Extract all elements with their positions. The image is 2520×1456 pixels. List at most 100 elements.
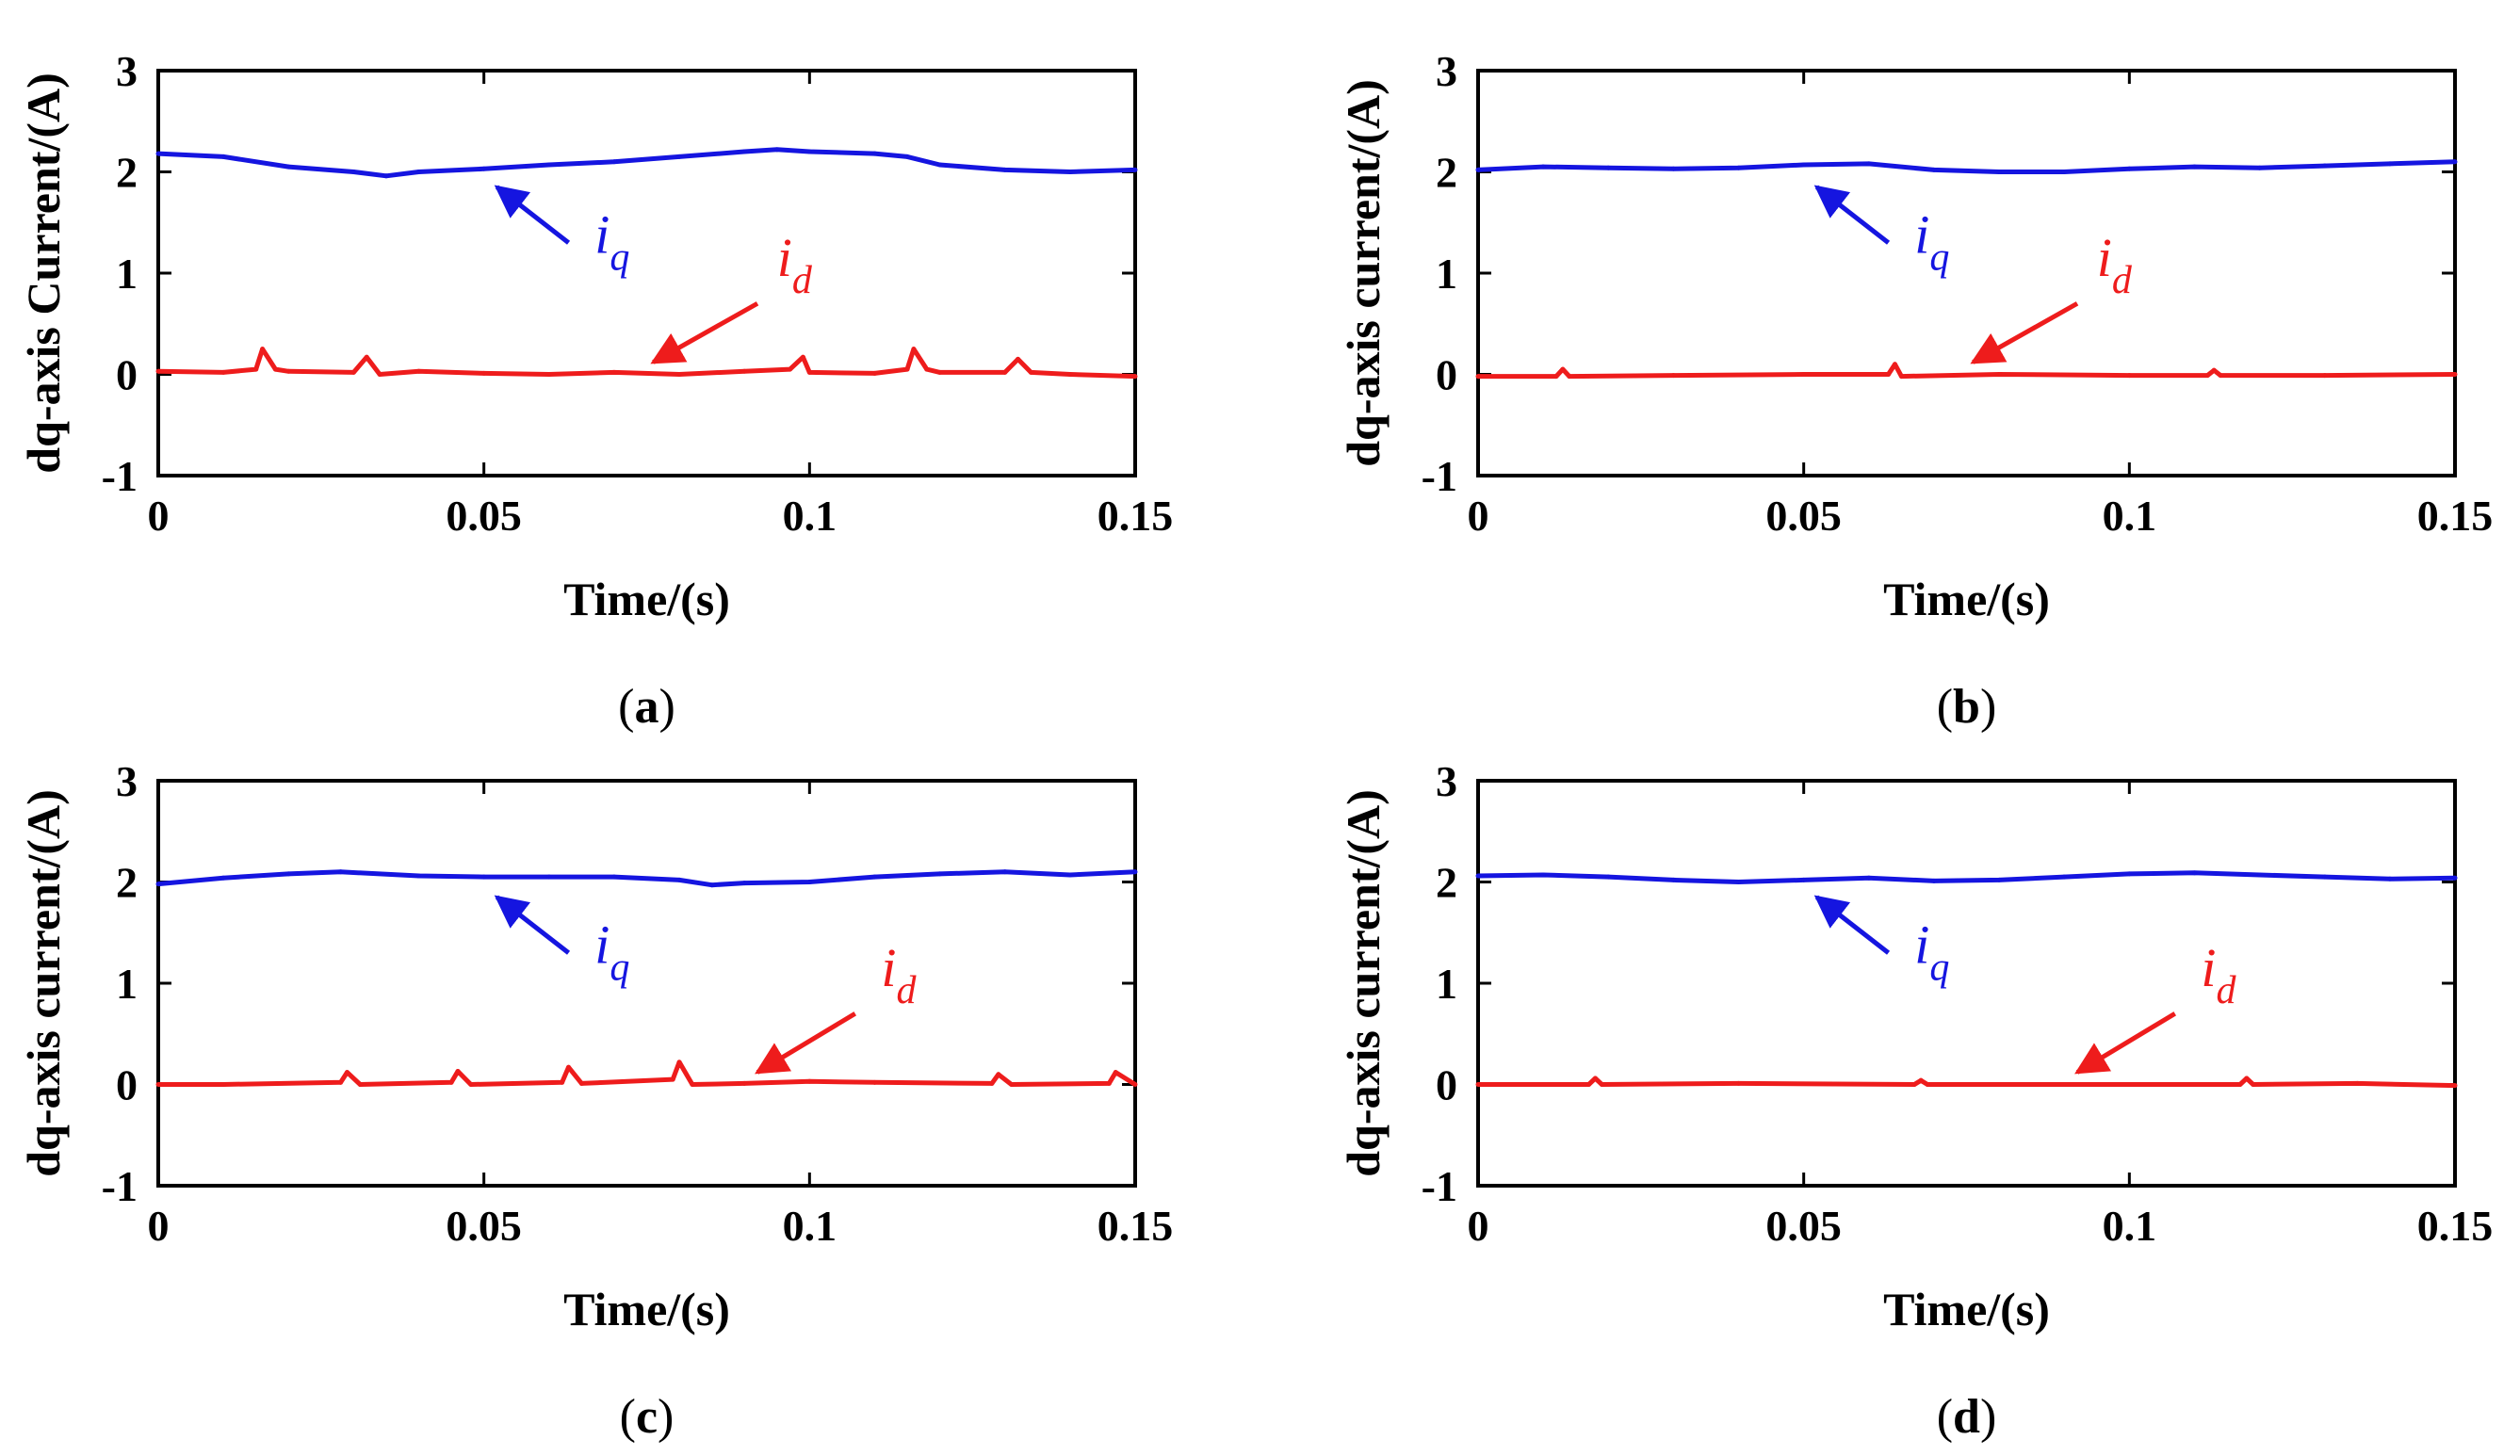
data-point-id xyxy=(377,372,382,377)
data-point-id xyxy=(1567,374,1572,380)
data-point-id xyxy=(1801,372,1807,377)
data-point-iq xyxy=(481,166,487,171)
data-point-id xyxy=(155,368,161,374)
data-point-id xyxy=(1918,1077,1924,1083)
data-point-iq xyxy=(2387,876,2393,882)
data-point-id xyxy=(611,369,617,375)
iq-arrow xyxy=(1813,895,1891,955)
data-point-iq xyxy=(2191,164,2197,170)
axes-frame xyxy=(1476,779,2457,1188)
id-annotation-main: i xyxy=(777,227,792,288)
data-point-id xyxy=(1067,372,1073,377)
y-axis-label: dq-axis current/(A) xyxy=(1337,79,1390,467)
data-point-id xyxy=(1892,362,1897,367)
data-point-iq xyxy=(741,149,747,154)
id-arrow xyxy=(1970,301,2079,364)
data-point-iq xyxy=(220,154,226,159)
x-tick-label: 0.15 xyxy=(2417,1202,2494,1250)
data-point-iq xyxy=(611,159,617,165)
iq-annotation-main: i xyxy=(1914,204,1929,266)
data-point-iq xyxy=(2257,165,2263,170)
id-annotation: id xyxy=(881,937,917,1012)
x-tick-label: 0.1 xyxy=(2103,492,2157,540)
data-point-id xyxy=(1553,374,1559,380)
data-point-iq xyxy=(155,882,161,887)
data-point-id xyxy=(2211,367,2217,373)
data-point-iq xyxy=(2061,170,2067,174)
y-tick-label: 1 xyxy=(116,960,138,1008)
series-line-iq xyxy=(1477,159,2456,174)
data-point-iq xyxy=(2257,872,2263,878)
data-point-id xyxy=(2126,373,2132,379)
series-line-iq xyxy=(1477,870,2456,884)
panel-label-close: ) xyxy=(658,1390,674,1444)
data-point-iq xyxy=(2126,166,2132,171)
data-point-iq xyxy=(871,874,877,880)
data-point-iq xyxy=(1866,161,1872,167)
iq-annotation: iq xyxy=(594,204,629,280)
x-tick-label: 0.15 xyxy=(1097,1202,1174,1250)
axes-frame xyxy=(156,779,1137,1188)
panel-label-close: ) xyxy=(659,680,675,734)
data-point-iq xyxy=(2126,871,2132,877)
id-arrow xyxy=(650,301,759,364)
data-point-iq xyxy=(285,164,291,170)
y-tick-label: -1 xyxy=(1422,452,1457,500)
data-point-id xyxy=(911,347,917,352)
data-point-iq xyxy=(1540,164,1546,170)
data-point-id xyxy=(1670,373,1676,379)
axes-frame xyxy=(1476,69,2457,477)
data-point-iq xyxy=(546,874,552,880)
y-axis-label: dq-axis current/(A) xyxy=(1337,789,1390,1177)
y-tick-label: -1 xyxy=(1422,1162,1457,1210)
data-point-iq xyxy=(1801,877,1807,882)
id-annotation: id xyxy=(2097,227,2133,302)
data-point-id xyxy=(560,1079,565,1085)
data-point-iq xyxy=(1605,874,1611,880)
data-point-iq xyxy=(1002,869,1008,875)
data-point-id xyxy=(676,1060,682,1065)
y-tick-label: 0 xyxy=(116,351,138,399)
x-axis-label: Time/(s) xyxy=(563,1283,730,1335)
data-point-iq xyxy=(2061,874,2067,880)
id-arrow xyxy=(2074,1011,2177,1075)
data-point-iq xyxy=(1067,872,1073,878)
data-point-id xyxy=(1586,1082,1592,1087)
data-point-iq xyxy=(2322,874,2328,880)
data-point-iq xyxy=(937,162,943,168)
data-point-id xyxy=(155,1082,161,1087)
data-point-id xyxy=(566,1064,572,1070)
data-point-iq xyxy=(2322,163,2328,169)
id-annotation-main: i xyxy=(2097,227,2112,288)
data-point-id xyxy=(806,369,812,375)
data-point-iq xyxy=(676,877,682,882)
data-point-iq xyxy=(709,882,715,888)
data-point-id xyxy=(344,1070,350,1076)
id-annotation-main: i xyxy=(2201,937,2216,998)
iq-annotation-main: i xyxy=(594,204,610,266)
data-point-id xyxy=(1106,1080,1112,1086)
iq-annotation: iq xyxy=(1914,204,1949,280)
id-annotation-sub: d xyxy=(792,259,813,302)
data-point-iq xyxy=(350,170,356,174)
data-point-id xyxy=(220,369,226,375)
x-tick-label: 0.05 xyxy=(1765,1202,1842,1250)
y-tick-label: 2 xyxy=(116,149,138,197)
data-point-iq xyxy=(904,154,910,159)
axes-frame xyxy=(156,69,1137,477)
panel-label-letter: a xyxy=(635,680,659,734)
data-point-id xyxy=(741,1080,747,1086)
data-point-id xyxy=(1009,1082,1015,1087)
y-tick-label: 1 xyxy=(116,250,138,298)
data-point-iq xyxy=(741,881,747,886)
data-point-iq xyxy=(1931,878,1937,883)
data-point-iq xyxy=(2452,159,2458,165)
data-point-iq xyxy=(1996,877,2002,882)
series-line-id xyxy=(158,1060,1137,1087)
y-tick-label: 3 xyxy=(1436,757,1457,805)
data-point-id xyxy=(690,1082,695,1087)
